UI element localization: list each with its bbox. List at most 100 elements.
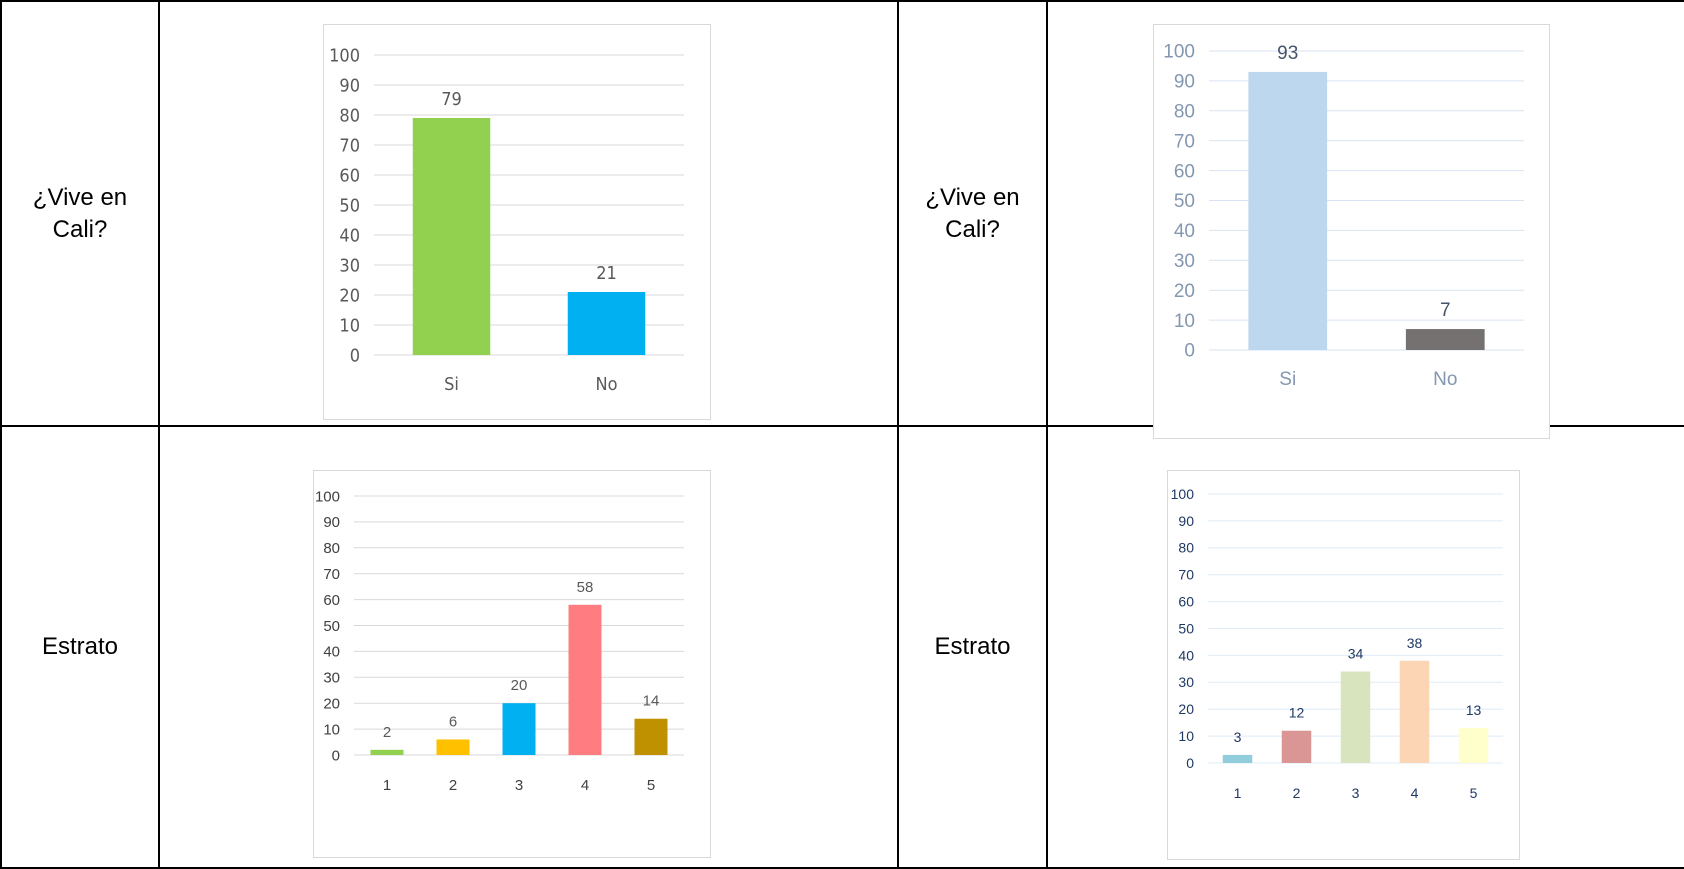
y-tick-label: 80	[1174, 101, 1195, 122]
bar-Si	[412, 118, 491, 355]
x-tick-label: 4	[1411, 785, 1419, 801]
y-tick-label: 0	[332, 747, 340, 764]
data-label: 21	[596, 263, 617, 284]
y-tick-label: 50	[1174, 191, 1195, 212]
chart-vive-en-cali-right: 0 10 20 30 40 50 60 70 80 90 100 93 Si 7 No	[1153, 24, 1550, 439]
y-tick-label: 80	[339, 105, 360, 126]
data-label: 79	[441, 89, 462, 110]
y-tick-label: 100	[315, 488, 340, 505]
y-tick-label: 50	[339, 195, 360, 216]
y-tick-label: 30	[1174, 251, 1195, 272]
y-tick-label: 40	[1178, 647, 1194, 663]
data-label: 12	[1289, 705, 1305, 721]
y-tick-label: 10	[1174, 311, 1195, 332]
bar-1	[1222, 754, 1253, 763]
y-tick-label: 90	[1174, 72, 1195, 93]
table-border-top	[0, 0, 1684, 2]
y-tick-label: 60	[1174, 161, 1195, 182]
data-label: 38	[1407, 635, 1423, 651]
y-tick-label: 40	[1174, 221, 1195, 242]
chart-estrato-left: 0 10 20 30 40 50 60 70 80 90 100 2 1 6 2 20 3 58 4 14 5	[313, 470, 711, 858]
x-tick-label: 1	[383, 777, 391, 794]
bar-1	[370, 749, 404, 755]
chart-svg: 0 10 20 30 40 50 60 70 80 90 100 79 Si 21 No	[329, 45, 684, 395]
bar-No	[1405, 329, 1485, 350]
data-label: 6	[449, 713, 457, 730]
y-tick-label: 40	[339, 225, 360, 246]
table-border-middle	[0, 425, 1684, 427]
table-column-divider-2	[897, 0, 899, 869]
x-tick-label: No	[595, 374, 617, 395]
data-label: 7	[1440, 300, 1451, 321]
y-tick-label: 100	[329, 45, 360, 66]
x-tick-label: 2	[449, 777, 457, 794]
y-tick-label: 20	[1174, 281, 1195, 302]
x-tick-label: 2	[1293, 785, 1301, 801]
bar-4	[568, 604, 602, 755]
table-border-bottom	[0, 867, 1684, 869]
bar-3	[502, 703, 536, 755]
y-tick-label: 0	[1186, 755, 1194, 771]
bar-Si	[1248, 71, 1328, 351]
row-label-vive-en-cali-right: ¿Vive en Cali?	[925, 183, 1020, 243]
bar-2	[436, 739, 470, 755]
chart-svg: 0 10 20 30 40 50 60 70 80 90 100 93 Si 7 No	[1163, 42, 1524, 390]
data-label: 58	[577, 579, 594, 596]
bar-No	[567, 292, 646, 355]
y-tick-label: 30	[339, 255, 360, 276]
y-tick-label: 60	[323, 592, 340, 609]
y-tick-label: 80	[1178, 540, 1194, 556]
y-tick-label: 70	[339, 135, 360, 156]
bar-5	[634, 718, 668, 755]
x-tick-label: 4	[581, 777, 589, 794]
data-label: 93	[1277, 43, 1298, 64]
y-tick-label: 0	[1184, 341, 1195, 362]
bar-2	[1281, 730, 1312, 763]
x-tick-label: 3	[515, 777, 523, 794]
y-tick-label: 70	[1174, 131, 1195, 152]
y-tick-label: 80	[323, 540, 340, 557]
x-tick-label: 5	[647, 777, 655, 794]
x-tick-label: 1	[1234, 785, 1242, 801]
y-tick-label: 10	[323, 721, 340, 738]
chart-estrato-right: 0 10 20 30 40 50 60 70 80 90 100 3 1 12 2 34 3 38 4 13 5	[1167, 470, 1520, 860]
y-tick-label: 20	[339, 285, 360, 306]
x-tick-label: Si	[1279, 369, 1296, 390]
row-label-vive-en-cali-left: ¿Vive en Cali?	[32, 183, 128, 243]
x-tick-label: Si	[444, 374, 459, 395]
y-tick-label: 50	[323, 618, 340, 635]
table-border-left	[0, 0, 2, 869]
y-tick-label: 20	[323, 695, 340, 712]
table-column-divider-3	[1046, 0, 1048, 869]
chart-svg: 0 10 20 30 40 50 60 70 80 90 100 3 1 12 2 34 3 38 4 13 5	[1171, 486, 1503, 801]
bar-4	[1399, 660, 1430, 763]
y-tick-label: 0	[350, 345, 360, 366]
y-tick-label: 100	[1171, 486, 1195, 502]
data-label: 20	[511, 677, 528, 694]
data-label: 14	[643, 693, 660, 710]
x-tick-label: 5	[1470, 785, 1478, 801]
y-tick-label: 100	[1163, 42, 1195, 63]
row-label-estrato-left: Estrato	[41, 633, 119, 660]
y-tick-label: 40	[323, 644, 340, 661]
y-tick-label: 70	[323, 566, 340, 583]
bar-5	[1458, 728, 1489, 763]
y-tick-label: 20	[1178, 701, 1194, 717]
y-tick-label: 10	[1178, 728, 1194, 744]
y-tick-label: 90	[339, 75, 360, 96]
data-label: 13	[1466, 702, 1482, 718]
row-label-estrato-right: Estrato	[934, 633, 1011, 660]
x-tick-label: 3	[1352, 785, 1360, 801]
y-tick-label: 10	[339, 315, 360, 336]
data-label: 2	[383, 724, 391, 741]
data-label: 34	[1348, 646, 1364, 662]
data-label: 3	[1234, 729, 1242, 745]
table-column-divider-1	[158, 0, 160, 869]
y-tick-label: 90	[1178, 513, 1194, 529]
y-tick-label: 30	[1178, 674, 1194, 690]
y-tick-label: 60	[1178, 594, 1194, 610]
x-tick-label: No	[1433, 369, 1457, 390]
bar-3	[1340, 671, 1371, 763]
y-tick-label: 70	[1178, 567, 1194, 583]
chart-svg: 0 10 20 30 40 50 60 70 80 90 100 2 1 6 2 20 3 58 4 14 5	[315, 488, 684, 794]
